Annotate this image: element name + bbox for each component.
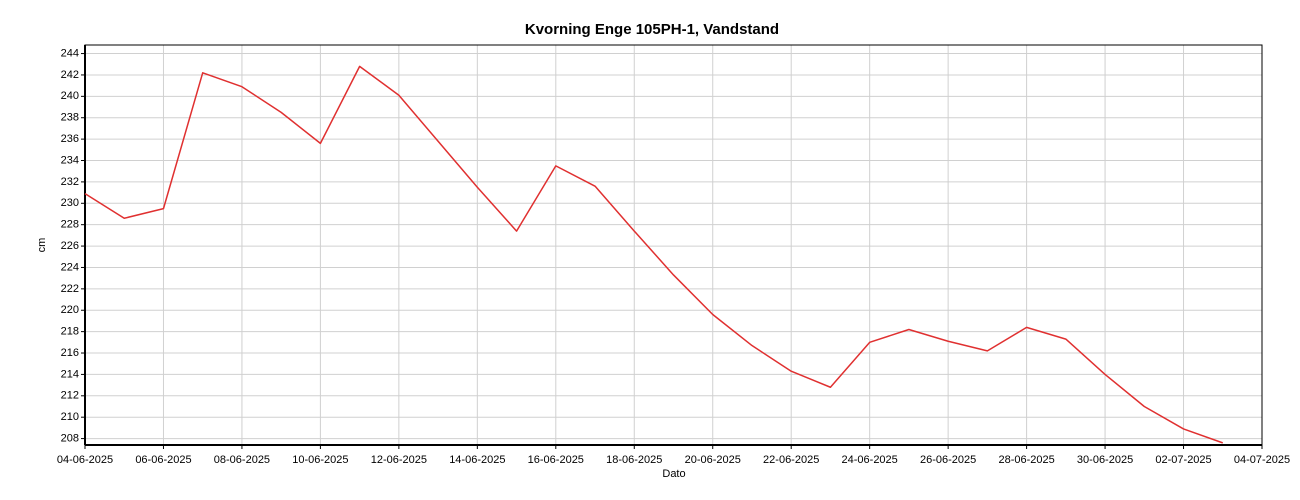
y-tick-label: 242 [61,69,79,81]
x-tick-label: 04-07-2025 [1234,454,1290,466]
y-axis-label: cm [36,238,48,253]
x-tick-label: 20-06-2025 [685,454,741,466]
x-tick-label: 08-06-2025 [214,454,270,466]
y-tick-label: 222 [61,283,79,295]
x-axis-label: Dato [662,468,685,480]
y-tick-label: 210 [61,411,79,423]
x-tick-label: 22-06-2025 [763,454,819,466]
y-tick-label: 240 [61,90,79,102]
y-tick-label: 232 [61,176,79,188]
x-tick-label: 02-07-2025 [1155,454,1211,466]
y-tick-label: 218 [61,326,79,338]
x-tick-label: 14-06-2025 [449,454,505,466]
chart-title: Kvorning Enge 105PH-1, Vandstand [525,21,779,38]
y-tick-label: 226 [61,240,79,252]
y-tick-label: 214 [61,368,79,380]
x-tick-label: 24-06-2025 [842,454,898,466]
y-tick-label: 228 [61,219,79,231]
y-tick-label: 216 [61,347,79,359]
x-tick-label: 28-06-2025 [998,454,1054,466]
y-tick-label: 224 [61,261,79,273]
x-tick-label: 06-06-2025 [135,454,191,466]
x-tick-label: 30-06-2025 [1077,454,1133,466]
y-tick-label: 238 [61,112,79,124]
x-tick-label: 10-06-2025 [292,454,348,466]
plot-area [85,45,1262,445]
x-tick-label: 18-06-2025 [606,454,662,466]
y-tick-label: 212 [61,390,79,402]
y-tick-label: 234 [61,154,79,166]
x-tick-label: 12-06-2025 [371,454,427,466]
data-line [84,65,1224,444]
y-tick-label: 236 [61,133,79,145]
y-tick-label: 244 [61,47,79,59]
x-tick-label: 26-06-2025 [920,454,976,466]
y-tick-label: 230 [61,197,79,209]
y-tick-label: 208 [61,432,79,444]
x-tick-label: 16-06-2025 [528,454,584,466]
y-tick-label: 220 [61,304,79,316]
x-tick-label: 04-06-2025 [57,454,113,466]
